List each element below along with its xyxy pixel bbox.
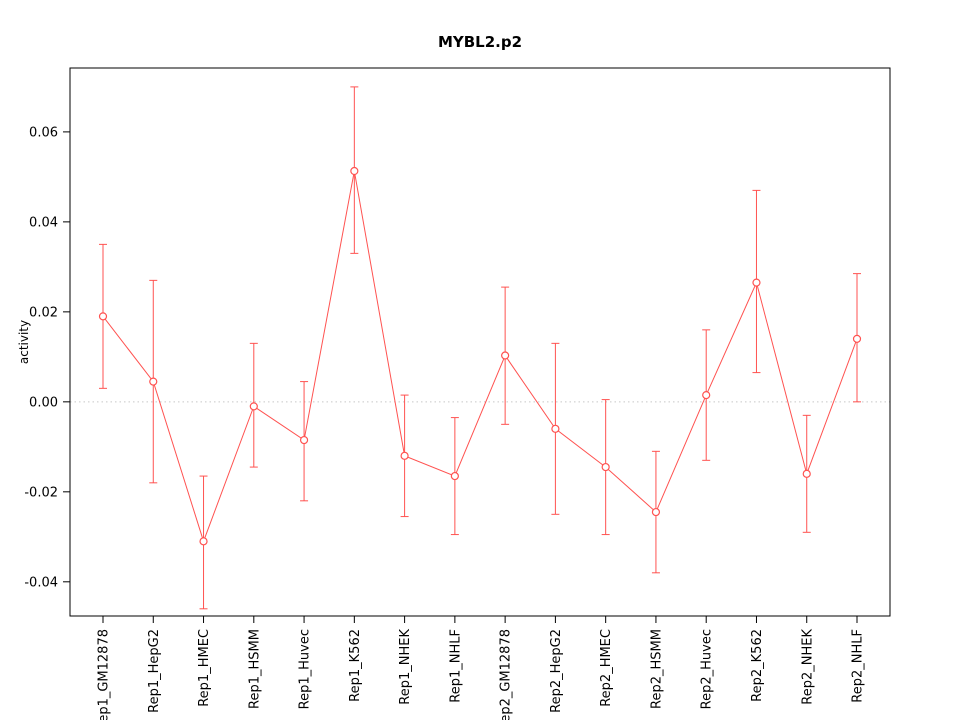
data-point-marker (601, 462, 610, 472)
x-tick-label: Rep2_HMEC (599, 629, 614, 707)
data-point-marker (450, 471, 459, 481)
data-point-marker (551, 424, 560, 433)
x-tick-label: Rep1_NHLF (448, 629, 463, 703)
data-point-marker (702, 390, 711, 400)
x-tick-label: Rep1_NHEK (398, 629, 413, 705)
x-tick-label: Rep1_HepG2 (147, 629, 162, 713)
data-point-marker (752, 278, 761, 287)
x-tick-label: Rep2_Huvec (700, 629, 715, 709)
y-tick-label: -0.02 (24, 485, 58, 500)
x-tick-label: Rep2_HepG2 (549, 629, 564, 713)
y-tick-label: -0.04 (24, 575, 58, 590)
x-tick-label: Rep1_K562 (348, 629, 363, 702)
y-axis-label: activity (17, 320, 31, 364)
data-point-marker (501, 351, 510, 360)
data-point-marker (350, 166, 359, 176)
data-point-marker (199, 537, 208, 546)
plot-border (69, 67, 891, 617)
y-tick-label: 0.00 (29, 395, 58, 410)
x-tick-label: Rep2_GM12878 (499, 629, 514, 720)
data-point-marker (299, 435, 309, 445)
y-tick-label: 0.06 (29, 125, 58, 140)
data-point-marker (802, 469, 811, 478)
x-tick-label: Rep2_HSMM (649, 629, 664, 709)
y-tick-label: 0.04 (29, 215, 58, 230)
data-point-marker (149, 377, 158, 386)
data-point-marker (400, 451, 409, 460)
x-tick-label: Rep2_NHLF (851, 629, 866, 703)
data-point-marker (98, 312, 108, 321)
data-point-marker (651, 507, 661, 517)
x-tick-label: Rep1_GM12878 (97, 629, 112, 720)
x-tick-label: Rep2_K562 (750, 629, 765, 702)
x-tick-label: Rep1_HSMM (247, 629, 262, 709)
chart-title: MYBL2.p2 (438, 33, 522, 51)
x-tick-label: Rep2_NHEK (800, 629, 815, 705)
x-tick-label: Rep1_Huvec (298, 629, 313, 709)
data-point-marker (249, 402, 258, 411)
y-tick-label: 0.02 (29, 305, 58, 320)
plot-area: -0.04 -0.02 0.00 0.02 0.04 0.06 Rep1_GM12878 Re… (24, 67, 891, 720)
data-point-marker (852, 334, 862, 343)
series-line (102, 170, 858, 543)
x-tick-label: Rep1_HMEC (197, 629, 212, 707)
